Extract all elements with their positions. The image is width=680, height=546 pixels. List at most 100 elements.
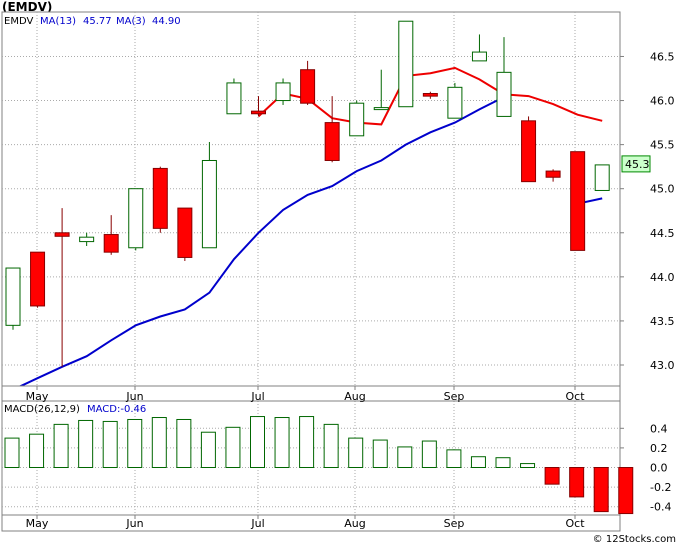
candle [398,20,414,108]
macd-date-strip [1,514,621,532]
ma3-line [257,66,603,126]
candle [594,164,610,191]
candle-body [324,122,340,161]
candle-body [226,82,242,115]
candle [300,60,316,105]
candle-body [79,236,95,243]
macd-legend-item: MACD(26,12,9) [4,404,80,415]
price-month-label: Jun [125,390,143,403]
price-legend-item: EMDV [4,16,33,27]
candle [275,78,291,105]
price-plot-frame [1,11,621,387]
macd-bar [78,419,94,468]
candle-body [521,120,537,183]
candle [471,34,487,62]
candle [201,141,217,249]
macd-bar [225,426,241,469]
last-price-label: 45.3 [625,158,650,171]
macd-month-label: Sep [444,517,465,530]
macd-bar [470,456,486,469]
price-y-tick-label: 45.5 [650,139,675,152]
candle [30,251,46,308]
macd-y-tick-label: -0.2 [650,481,671,494]
macd-y-tick-label: -0.4 [650,501,671,514]
price-legend-item: MA(3) [116,16,146,27]
candle-body [177,207,193,258]
candle [103,215,119,255]
macd-bar [102,420,118,469]
candle-body [349,102,365,137]
macd-legend-item: MACD:-0.46 [87,404,146,415]
price-y-tick-label: 43.0 [650,359,675,372]
candle-body [275,82,291,102]
candle [54,208,70,367]
price-y-tick-label: 44.5 [650,227,675,240]
candle-body [570,151,586,251]
price-y-tick-label: 46.0 [650,95,675,108]
price-legend-item: 45.77 [83,16,112,27]
macd-bar [520,463,536,468]
macd-month-label: Oct [565,517,585,530]
candle [5,267,21,330]
macd-y-tick-label: 0.2 [650,442,668,455]
candle [373,69,389,111]
macd-month-label: May [26,517,49,530]
macd-bar [274,417,290,468]
price-panel: 43.0 43.5 44.0 44.5 45.0 45.5 46.0 46.5 45.3 EMDV… [1,11,675,531]
price-y-tick-label: 46.5 [650,50,675,63]
price-y-tick-label: 44.0 [650,271,675,284]
macd-y-tick-label: 0.0 [650,462,668,475]
candle-body [594,164,610,191]
macd-bar [348,437,364,469]
macd-bar [127,418,143,469]
macd-month-label: Jul [250,517,264,530]
candle-body [201,159,217,249]
candle [152,166,168,233]
candle [324,96,340,163]
macd-bar [618,467,634,515]
candle [521,116,537,183]
price-month-label: Aug [344,390,365,403]
candle-body [5,267,21,326]
candle-body [30,251,46,307]
x-axis: May May Jun Jun Jul Jul Aug Aug Sep Sep Oct Oct [1,385,621,532]
macd-bar [176,418,192,469]
candle [128,188,144,251]
last-price-box [621,155,651,173]
candle-body [152,167,168,229]
macd-bar [299,416,315,469]
candle-body [251,110,266,115]
candle [177,207,193,261]
candle-body [422,92,438,97]
candle [545,169,561,182]
macd-bar [4,437,20,469]
price-legend-item: 44.90 [152,16,181,27]
macd-bar [593,467,609,513]
candle-body [300,69,316,104]
ma13-line [12,96,505,391]
macd-bar [200,431,216,468]
candle [226,78,242,115]
macd-month-label: Jun [125,517,143,530]
price-legend-item: MA(13) [40,16,76,27]
macd-bar [323,423,339,469]
candle-body [545,170,561,178]
macd-bar [250,416,265,469]
macd-bar [421,440,437,469]
candle [251,96,266,117]
price-month-label: Jul [250,390,264,403]
macd-bar [29,433,45,468]
candle [496,37,512,117]
macd-bar [151,417,167,468]
macd-bar [53,423,69,469]
macd-y-tick-label: 0.4 [650,422,668,435]
price-y-tick-label: 43.5 [650,315,675,328]
candle [79,232,95,246]
macd-month-label: Aug [344,517,365,530]
macd-bar [372,439,388,468]
candle [570,151,586,251]
candle [447,82,463,119]
candle-body [398,20,414,108]
macd-bar [397,446,413,469]
